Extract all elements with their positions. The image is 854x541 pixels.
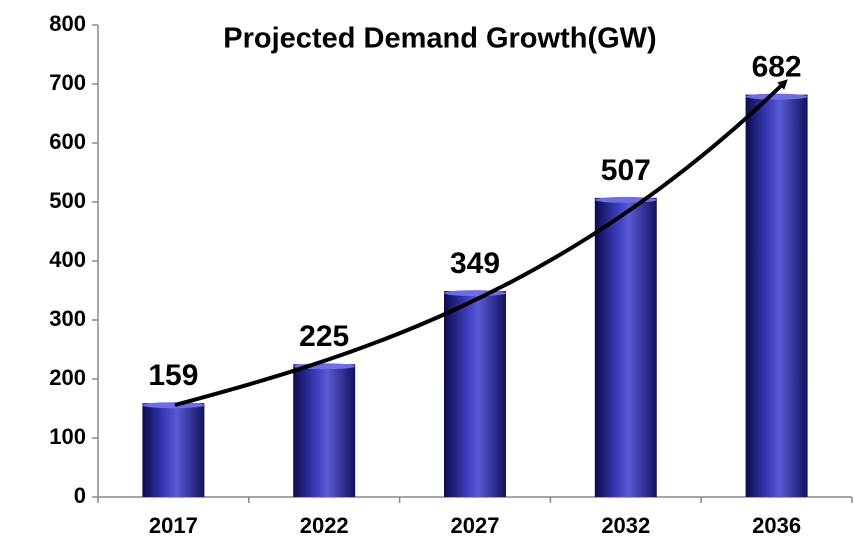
y-tick-label: 400 [49, 247, 86, 272]
y-tick-label: 100 [49, 424, 86, 449]
value-label: 682 [752, 51, 802, 84]
x-tick-label: 2022 [300, 513, 349, 538]
y-tick-label: 300 [49, 306, 86, 331]
y-tick-label: 0 [74, 483, 86, 508]
x-tick-label: 2017 [149, 513, 198, 538]
value-label: 507 [601, 154, 651, 187]
value-label: 349 [450, 247, 500, 280]
y-tick-label: 600 [49, 129, 86, 154]
y-tick-label: 700 [49, 70, 86, 95]
x-tick-label: 2036 [752, 513, 801, 538]
bar [142, 403, 205, 497]
value-label: 225 [299, 320, 349, 353]
plot-area: 0 100 200 300 400 500 600 700 800 2017 159 2022 225 2… [49, 11, 853, 538]
y-tick-label: 800 [49, 11, 86, 36]
bar-top [142, 402, 205, 409]
bar [594, 197, 657, 497]
chart-title: Projected Demand Growth(GW) [223, 23, 656, 55]
bar-top [745, 93, 808, 100]
bar [745, 94, 808, 498]
x-tick-label: 2032 [601, 513, 650, 538]
y-tick-label: 500 [49, 188, 86, 213]
bar [293, 364, 356, 497]
y-tick-label: 200 [49, 365, 86, 390]
bar [444, 291, 506, 497]
value-label: 159 [148, 359, 198, 392]
growth-arrow [174, 79, 788, 407]
x-tick-label: 2027 [451, 513, 500, 538]
